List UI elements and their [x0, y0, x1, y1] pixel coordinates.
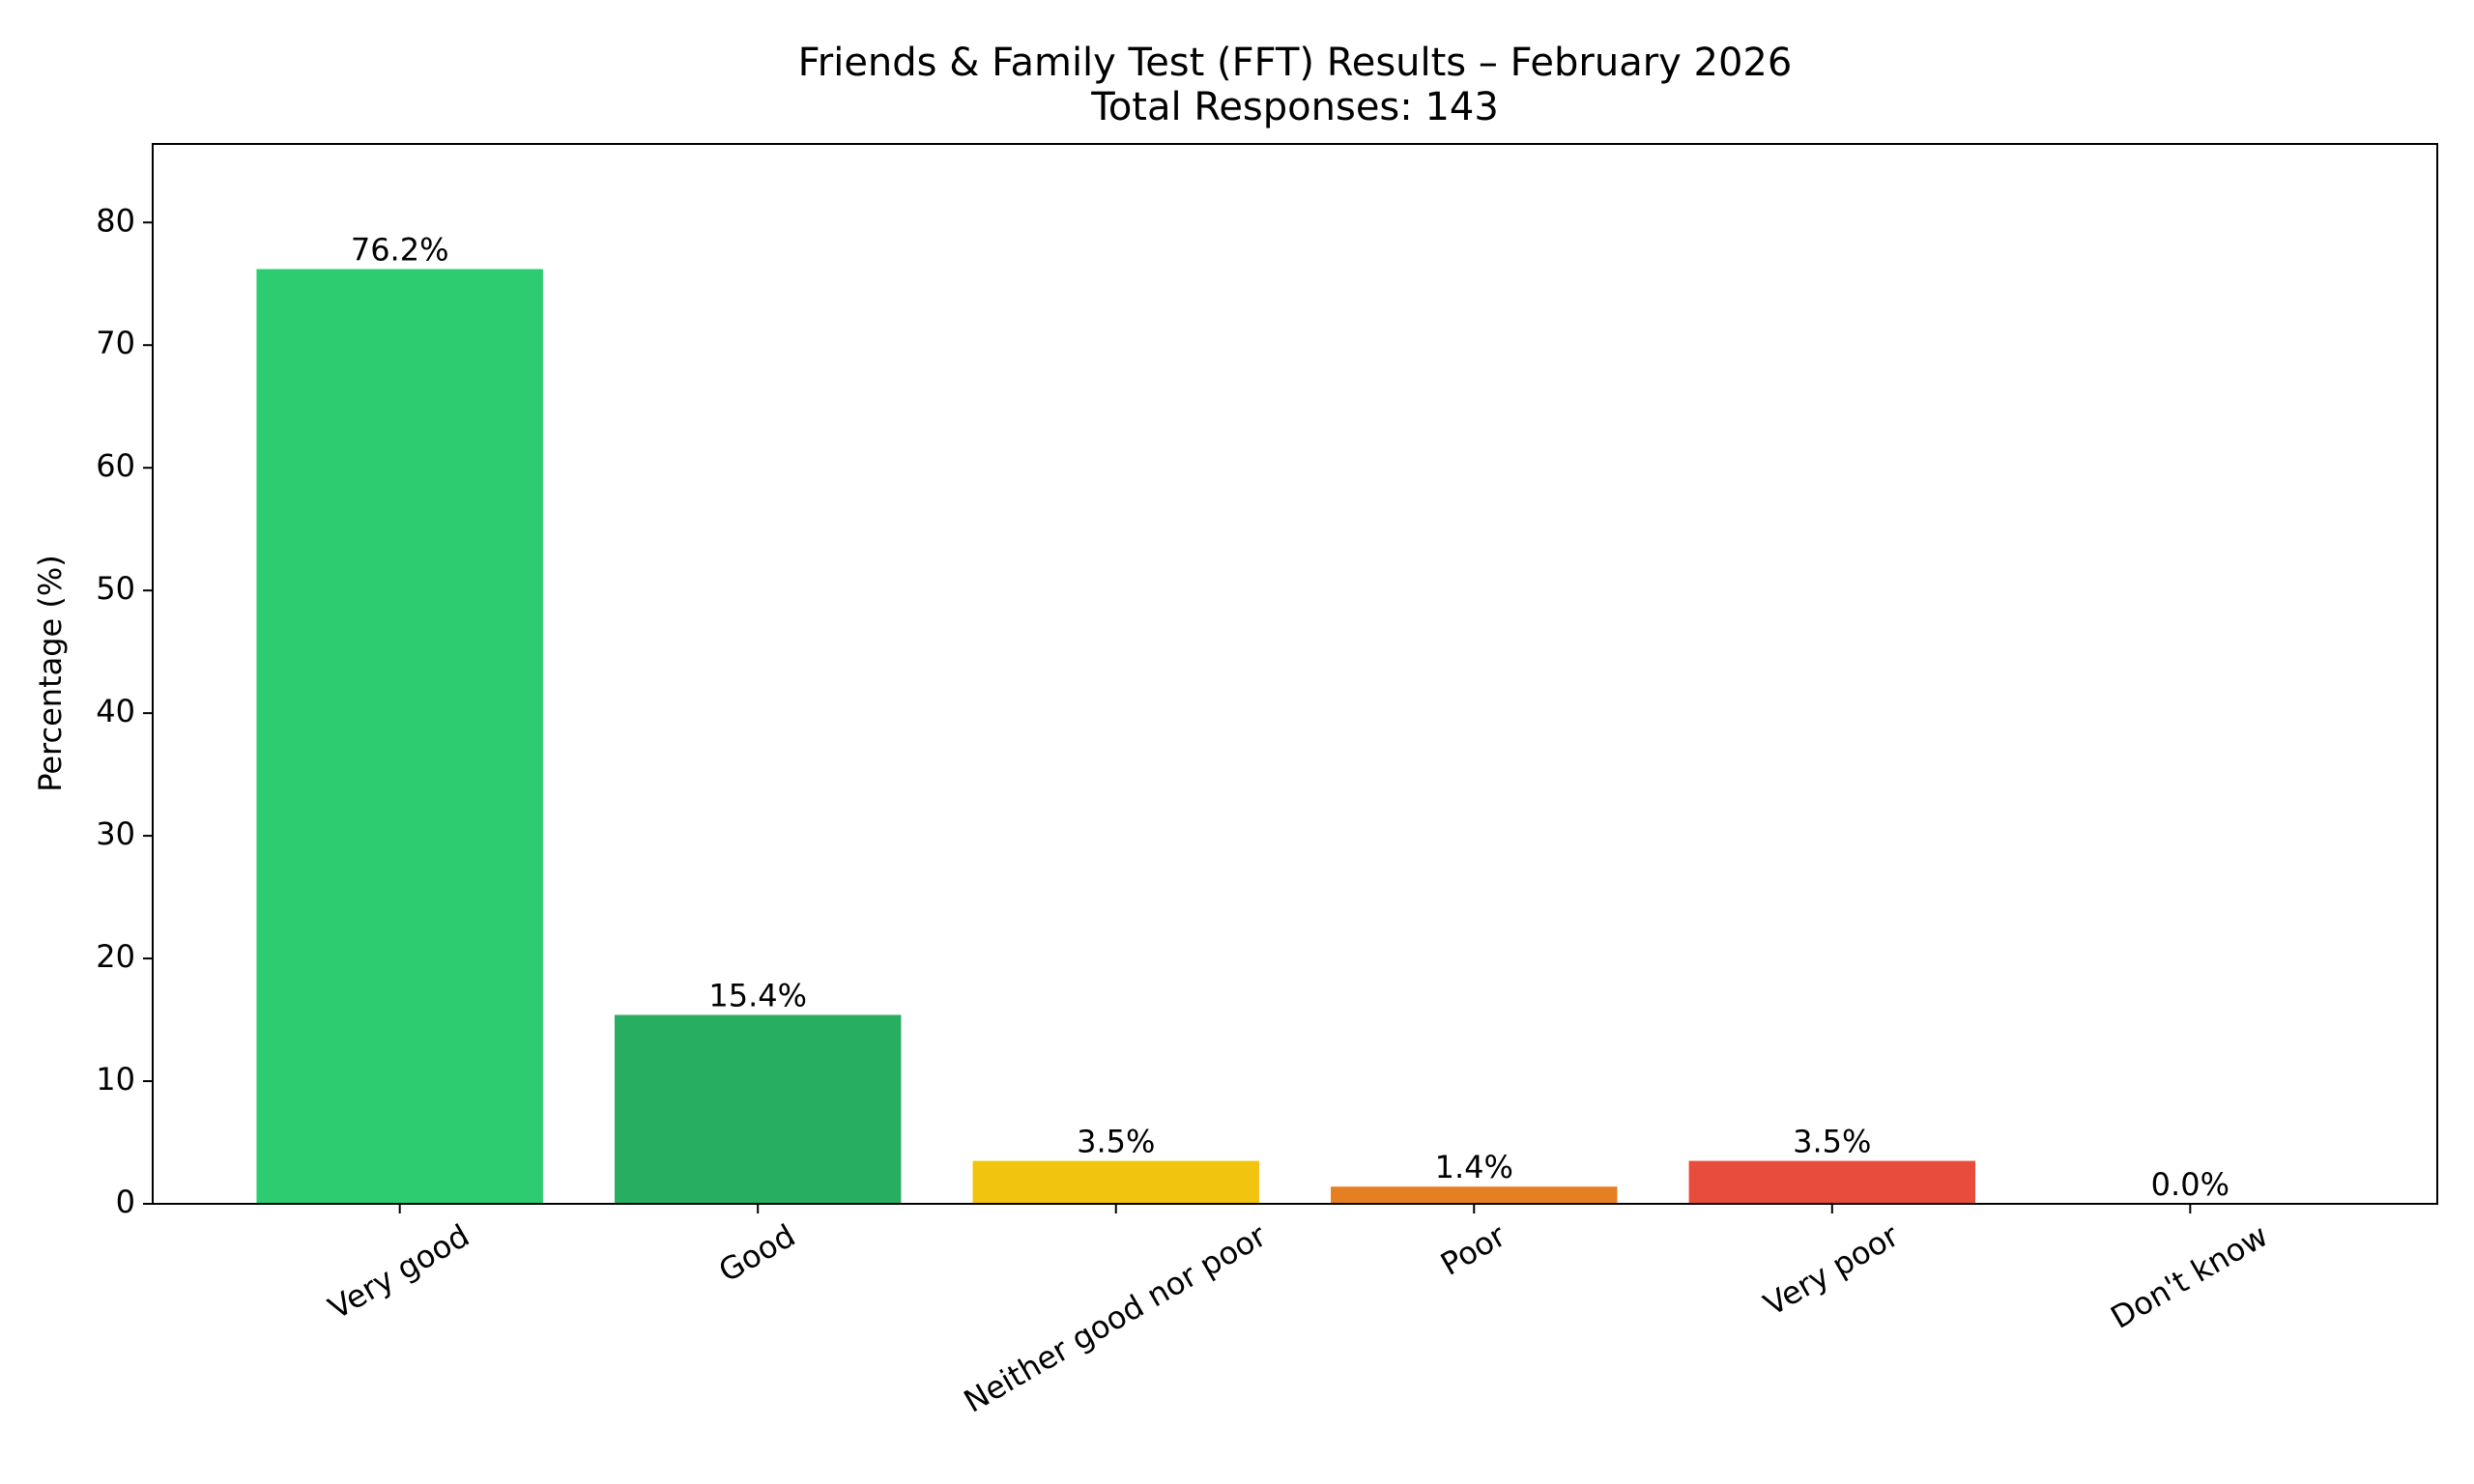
y-tick-label: 70 [96, 325, 135, 361]
bar [1688, 1160, 1976, 1204]
value-label: 3.5% [1793, 1124, 1871, 1160]
y-axis-label: Percentage (%) [32, 555, 69, 792]
y-tick-label: 30 [96, 815, 135, 852]
bar [972, 1160, 1259, 1204]
plot-frame [152, 143, 2438, 1205]
chart-title: Friends & Family Test (FFT) Results – Fe… [798, 41, 1793, 85]
y-tick-label: 0 [116, 1184, 135, 1220]
y-tick-label: 40 [96, 693, 135, 729]
y-tick-label: 60 [96, 447, 135, 484]
value-label: 76.2% [351, 232, 449, 269]
bar [256, 269, 543, 1204]
y-tick-label: 10 [96, 1061, 135, 1098]
value-label: 1.4% [1435, 1149, 1513, 1185]
y-tick-label: 80 [96, 202, 135, 239]
chart-subtitle: Total Responses: 143 [1090, 85, 1499, 129]
y-tick-label: 50 [96, 570, 135, 607]
value-label: 15.4% [708, 977, 807, 1013]
value-label: 0.0% [2151, 1166, 2229, 1203]
bar [1331, 1186, 1618, 1204]
bar [614, 1014, 902, 1204]
y-tick-label: 20 [96, 938, 135, 975]
value-label: 3.5% [1077, 1124, 1155, 1160]
